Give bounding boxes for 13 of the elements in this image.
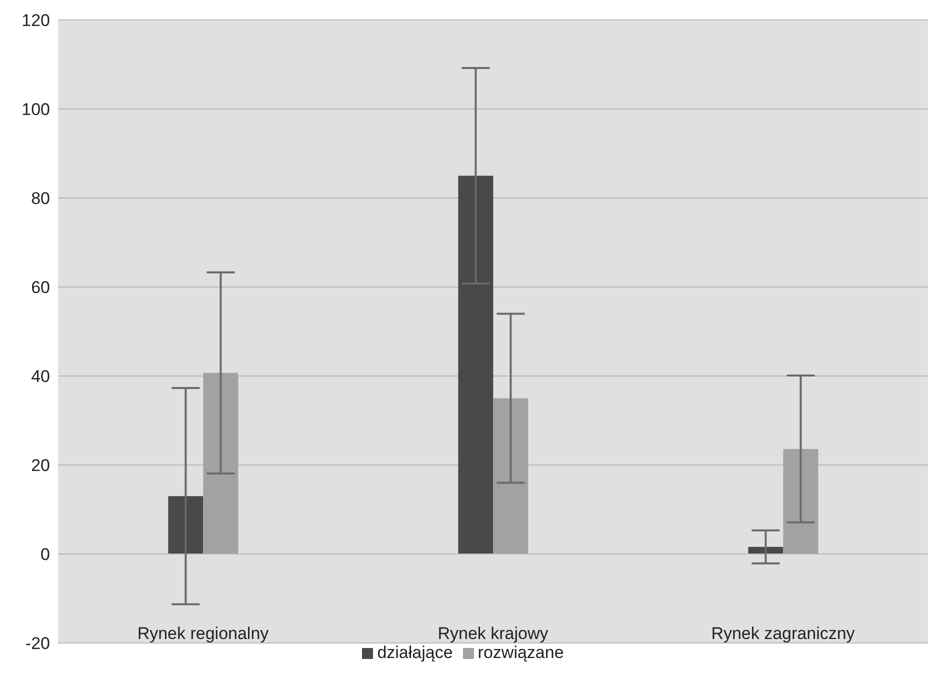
legend-label: działające — [377, 643, 453, 662]
y-tick-label: 20 — [31, 456, 50, 476]
y-tick-label: -20 — [25, 634, 50, 654]
x-tick-label: Rynek zagraniczny — [711, 624, 856, 643]
x-tick-label: Rynek regionalny — [137, 624, 270, 643]
y-tick-label: 100 — [22, 100, 50, 120]
y-tick-label: 120 — [22, 11, 50, 30]
y-tick-label: 0 — [40, 545, 50, 564]
y-tick-label: 80 — [31, 189, 50, 208]
y-tick-label: 60 — [31, 278, 50, 298]
x-tick-label: Rynek krajowy — [438, 624, 549, 643]
y-tick-label: 40 — [31, 367, 50, 386]
legend-label: rozwiązane — [478, 643, 564, 662]
